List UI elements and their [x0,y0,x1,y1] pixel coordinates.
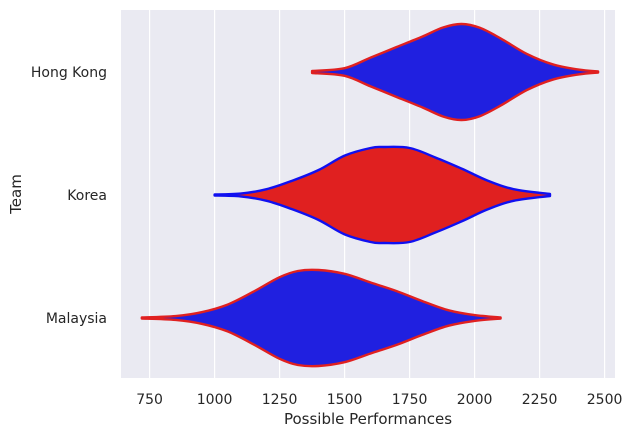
x-axis-label: Possible Performances [284,410,452,428]
x-tick-label: 2500 [587,392,623,408]
x-tick-label: 2000 [457,392,493,408]
x-tick-label: 1000 [197,392,233,408]
y-axis-label: Team [7,174,25,215]
x-tick-label: 1500 [327,392,363,408]
x-tick-label: 1750 [392,392,428,408]
violin-korea [213,145,552,245]
x-tick-label: 2250 [522,392,558,408]
violin-malaysia [140,268,502,368]
y-tick-label: Malaysia [46,311,107,327]
y-tick-label: Hong Kong [31,65,107,81]
x-tick-labels: 750 1000 1250 1500 1750 2000 2250 2500 [136,392,622,408]
x-tick-label: 750 [136,392,163,408]
y-tick-label: Korea [67,188,107,204]
y-tick-labels: Hong Kong Korea Malaysia [31,65,107,327]
violins [140,22,600,368]
violin-hong-kong [310,22,600,122]
x-tick-label: 1250 [262,392,298,408]
